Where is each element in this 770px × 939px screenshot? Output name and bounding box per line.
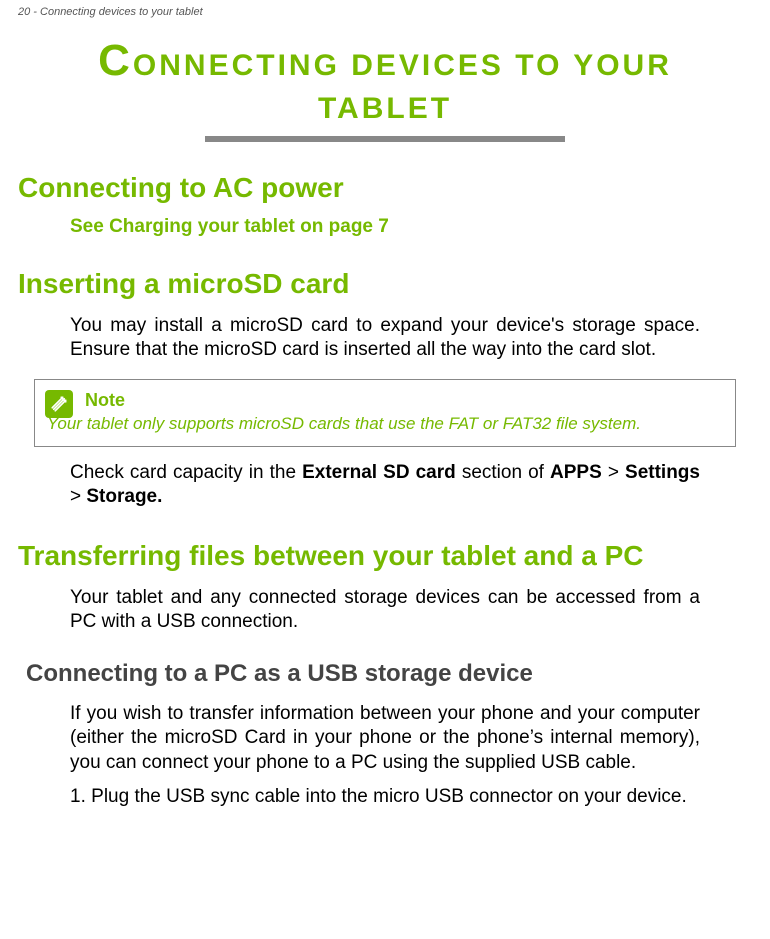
heading-transfer: Transferring files between your tablet a…: [18, 540, 752, 572]
bold-external-sd: External SD card: [302, 462, 456, 483]
heading-usb-storage: Connecting to a PC as a USB storage devi…: [26, 660, 752, 688]
list-number: 1.: [70, 786, 86, 807]
note-box: Note Your tablet only supports microSD c…: [34, 379, 736, 447]
title-underline: [205, 136, 565, 142]
bold-settings: Settings: [625, 462, 700, 483]
heading-ac-power: Connecting to AC power: [18, 172, 752, 204]
main-title-rest1: ONNECTING DEVICES TO YOUR: [133, 49, 672, 82]
note-body: Your tablet only supports microSD cards …: [47, 413, 723, 434]
note-label: Note: [85, 390, 723, 411]
heading-microsd: Inserting a microSD card: [18, 268, 752, 300]
bold-storage: Storage.: [86, 486, 162, 507]
main-title-line2: TABLET: [0, 92, 770, 126]
main-title-cap: C: [98, 36, 133, 85]
microsd-para1: You may install a microSD card to expand…: [70, 314, 700, 363]
usb-para: If you wish to transfer information betw…: [70, 702, 700, 775]
subhead-charging-link: See Charging your tablet on page 7: [70, 216, 752, 238]
bold-apps: APPS: [550, 462, 602, 483]
text-span: section of: [456, 462, 550, 483]
main-title-rest2: TABLET: [318, 92, 452, 125]
text-span: Check card capacity in the: [70, 462, 302, 483]
transfer-para: Your tablet and any connected storage de…: [70, 586, 700, 635]
page-header: 20 - Connecting devices to your tablet: [0, 0, 770, 18]
microsd-para2: Check card capacity in the External SD c…: [70, 461, 700, 510]
note-icon: [45, 390, 73, 418]
list-text: Plug the USB sync cable into the micro U…: [91, 786, 687, 807]
usb-list-item-1: 1. Plug the USB sync cable into the micr…: [70, 785, 700, 809]
text-span: >: [70, 486, 86, 507]
text-span: >: [602, 462, 625, 483]
main-title-line1: CONNECTING DEVICES TO YOUR: [40, 36, 730, 86]
